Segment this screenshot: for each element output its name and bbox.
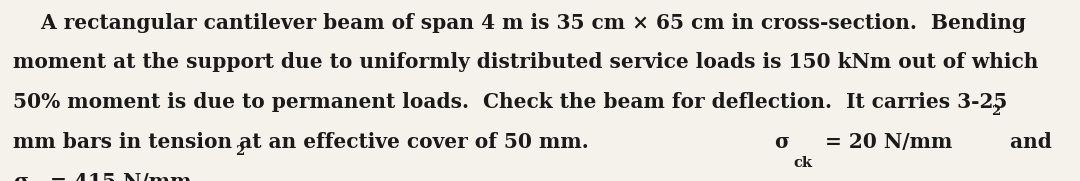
Text: = 415 N/mm: = 415 N/mm [43,172,191,181]
Text: and: and [1003,132,1052,152]
Text: moment at the support due to uniformly distributed service loads is 150 kNm out : moment at the support due to uniformly d… [13,52,1038,72]
Text: A rectangular cantilever beam of span 4 m is 35 cm × 65 cm in cross-section.  Be: A rectangular cantilever beam of span 4 … [13,13,1026,33]
Text: σ: σ [13,172,28,181]
Text: ck: ck [793,156,812,170]
Text: mm bars in tension at an effective cover of 50 mm.: mm bars in tension at an effective cover… [13,132,603,152]
Text: 50% moment is due to permanent loads.  Check the beam for deflection.  It carrie: 50% moment is due to permanent loads. Ch… [13,92,1008,112]
Text: 2: 2 [234,145,244,158]
Text: .: . [246,172,254,181]
Text: = 20 N/mm: = 20 N/mm [818,132,951,152]
Text: 2: 2 [991,105,1000,118]
Text: σ: σ [774,132,788,152]
